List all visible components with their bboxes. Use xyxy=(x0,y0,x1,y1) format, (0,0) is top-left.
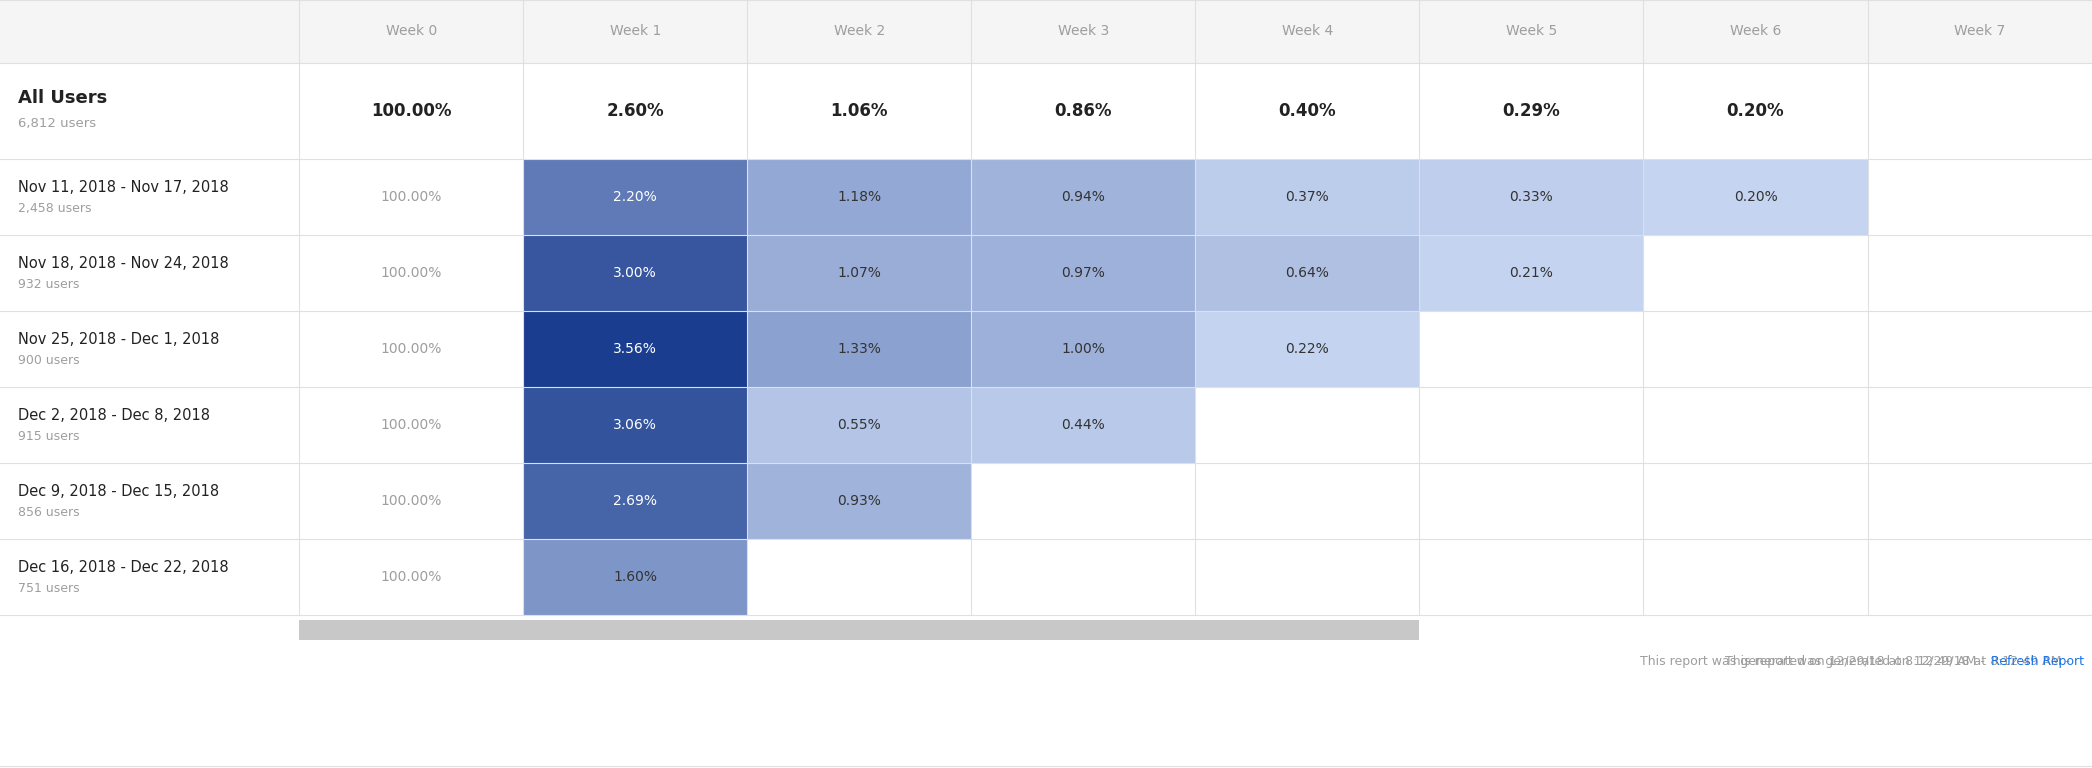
Bar xyxy=(971,311,1195,387)
Text: 1.00%: 1.00% xyxy=(1061,342,1105,356)
Text: Nov 18, 2018 - Nov 24, 2018: Nov 18, 2018 - Nov 24, 2018 xyxy=(19,256,228,270)
Text: Nov 11, 2018 - Nov 17, 2018: Nov 11, 2018 - Nov 17, 2018 xyxy=(19,180,228,194)
Bar xyxy=(523,539,747,615)
Text: All Users: All Users xyxy=(19,90,107,108)
Bar xyxy=(523,387,747,463)
Text: 0.94%: 0.94% xyxy=(1061,190,1105,204)
Text: 1.06%: 1.06% xyxy=(831,102,887,120)
Text: 3.06%: 3.06% xyxy=(613,418,657,432)
Text: 0.21%: 0.21% xyxy=(1510,266,1554,280)
Text: 0.64%: 0.64% xyxy=(1284,266,1328,280)
Text: 100.00%: 100.00% xyxy=(381,570,441,584)
Bar xyxy=(1195,235,1420,311)
Text: 2.60%: 2.60% xyxy=(607,102,663,120)
Text: Week 4: Week 4 xyxy=(1282,25,1333,38)
Bar xyxy=(971,235,1195,311)
Text: Week 0: Week 0 xyxy=(385,25,437,38)
Text: 0.20%: 0.20% xyxy=(1734,190,1778,204)
Text: Week 6: Week 6 xyxy=(1730,25,1780,38)
Text: 100.00%: 100.00% xyxy=(381,342,441,356)
Bar xyxy=(747,159,971,235)
Text: 100.00%: 100.00% xyxy=(381,190,441,204)
Text: Nov 25, 2018 - Dec 1, 2018: Nov 25, 2018 - Dec 1, 2018 xyxy=(19,332,220,346)
Text: 100.00%: 100.00% xyxy=(381,418,441,432)
Text: 900 users: 900 users xyxy=(19,354,79,367)
Text: Week 1: Week 1 xyxy=(609,25,661,38)
Text: 3.00%: 3.00% xyxy=(613,266,657,280)
Bar xyxy=(0,0,2092,63)
Text: 100.00%: 100.00% xyxy=(381,266,441,280)
Text: 100.00%: 100.00% xyxy=(381,494,441,508)
Text: This report was generated on 12/29/18 at 8:12:49 AM -: This report was generated on 12/29/18 at… xyxy=(1640,654,1989,667)
Text: Dec 9, 2018 - Dec 15, 2018: Dec 9, 2018 - Dec 15, 2018 xyxy=(19,484,220,498)
Bar xyxy=(523,235,747,311)
Bar xyxy=(747,387,971,463)
Bar xyxy=(523,311,747,387)
Text: 1.18%: 1.18% xyxy=(837,190,881,204)
Text: 3.56%: 3.56% xyxy=(613,342,657,356)
Text: 6,812 users: 6,812 users xyxy=(19,117,96,130)
Bar xyxy=(1420,235,1644,311)
Text: 0.40%: 0.40% xyxy=(1278,102,1337,120)
Text: This report was generated on 12/29/18 at 8:12:49 AM -: This report was generated on 12/29/18 at… xyxy=(1726,654,2073,667)
Text: 1.07%: 1.07% xyxy=(837,266,881,280)
Text: 2.69%: 2.69% xyxy=(613,494,657,508)
Text: 2,458 users: 2,458 users xyxy=(19,202,92,215)
Bar xyxy=(747,235,971,311)
Text: 0.44%: 0.44% xyxy=(1061,418,1105,432)
Text: 932 users: 932 users xyxy=(19,278,79,291)
Text: 1.60%: 1.60% xyxy=(613,570,657,584)
Text: 2.20%: 2.20% xyxy=(613,190,657,204)
Text: 0.37%: 0.37% xyxy=(1284,190,1328,204)
Bar xyxy=(971,159,1195,235)
Bar xyxy=(523,463,747,539)
Text: 0.93%: 0.93% xyxy=(837,494,881,508)
Bar xyxy=(1195,159,1420,235)
Bar xyxy=(747,311,971,387)
Text: 0.29%: 0.29% xyxy=(1502,102,1561,120)
Bar xyxy=(299,621,1418,641)
Text: 1.33%: 1.33% xyxy=(837,342,881,356)
Bar xyxy=(1420,159,1644,235)
Text: Week 5: Week 5 xyxy=(1506,25,1556,38)
Text: 751 users: 751 users xyxy=(19,582,79,595)
Text: 0.22%: 0.22% xyxy=(1284,342,1328,356)
Bar xyxy=(971,387,1195,463)
Bar xyxy=(1195,311,1420,387)
Text: 0.86%: 0.86% xyxy=(1054,102,1113,120)
Text: 0.33%: 0.33% xyxy=(1510,190,1554,204)
Text: Refresh Report: Refresh Report xyxy=(1992,654,2084,667)
Text: Dec 2, 2018 - Dec 8, 2018: Dec 2, 2018 - Dec 8, 2018 xyxy=(19,408,209,422)
Text: Week 7: Week 7 xyxy=(1954,25,2004,38)
Text: Dec 16, 2018 - Dec 22, 2018: Dec 16, 2018 - Dec 22, 2018 xyxy=(19,560,228,574)
Text: 0.20%: 0.20% xyxy=(1726,102,1784,120)
Text: 0.55%: 0.55% xyxy=(837,418,881,432)
Bar xyxy=(1644,159,1868,235)
Text: 100.00%: 100.00% xyxy=(370,102,452,120)
Text: 856 users: 856 users xyxy=(19,506,79,519)
Text: 0.97%: 0.97% xyxy=(1061,266,1105,280)
Text: Week 3: Week 3 xyxy=(1059,25,1109,38)
Text: Week 2: Week 2 xyxy=(835,25,885,38)
Text: 915 users: 915 users xyxy=(19,430,79,443)
Bar xyxy=(523,159,747,235)
Bar xyxy=(747,463,971,539)
